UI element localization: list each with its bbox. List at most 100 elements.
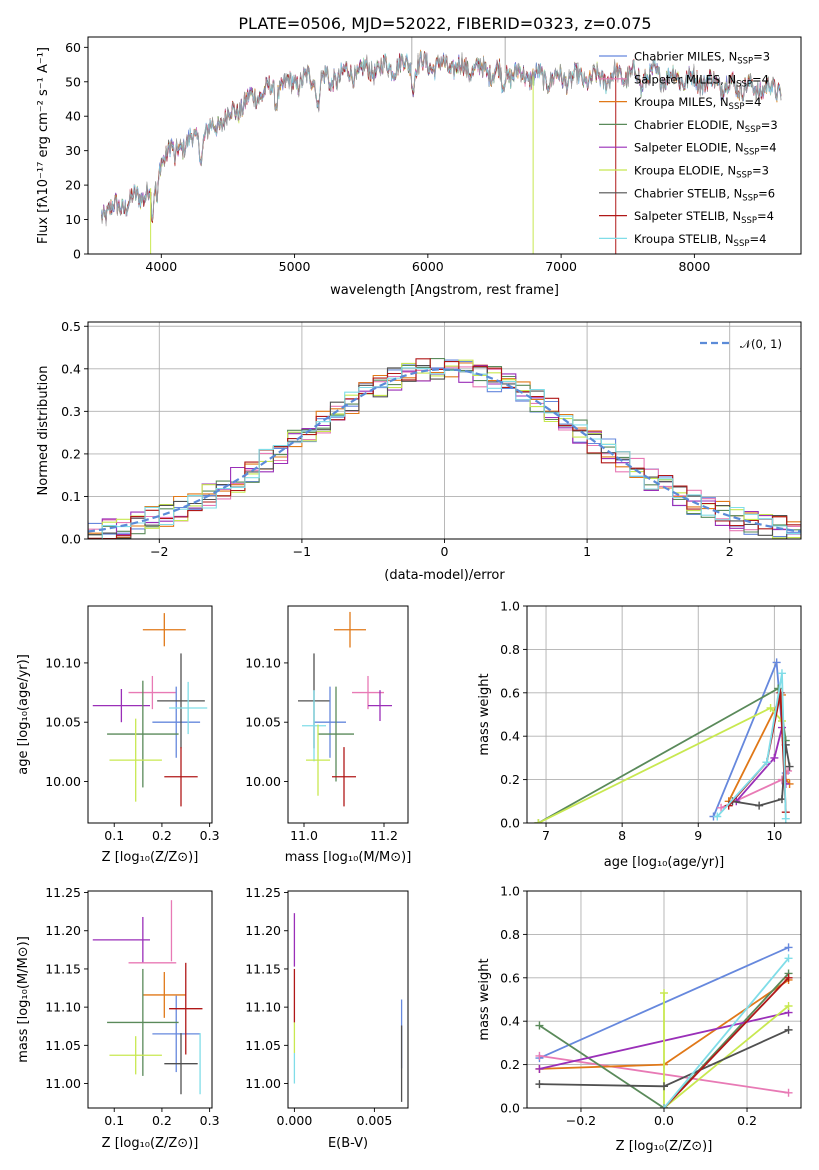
y-tick-label: 10.05 bbox=[45, 715, 81, 730]
axes-frame bbox=[87, 36, 802, 255]
y-tick-label: 50 bbox=[65, 74, 81, 89]
weight-marker-kroupa_elodie bbox=[660, 988, 668, 997]
plot-area-age_weight bbox=[527, 606, 801, 823]
weight-marker-salpeter_miles bbox=[717, 803, 726, 812]
x-tick-label: 4000 bbox=[145, 259, 177, 274]
weight-line-chabrier_elodie bbox=[539, 972, 790, 1108]
y-tick-label: 1.0 bbox=[500, 884, 520, 899]
legend-label: 𝒩(0, 1) bbox=[740, 337, 782, 351]
weight-marker-salpeter_elodie bbox=[770, 753, 779, 762]
weight-marker-kroupa_elodie bbox=[766, 703, 775, 712]
weight-marker-salpeter_elodie bbox=[535, 1064, 544, 1073]
weight-line-salpeter_stelib bbox=[663, 977, 790, 1108]
weight-line-kroupa_elodie bbox=[663, 993, 790, 1108]
x-tick-label: −2 bbox=[150, 544, 168, 559]
weight-marker-salpeter_stelib bbox=[784, 973, 793, 982]
x-tick-label: 11.2 bbox=[370, 828, 398, 843]
y-tick-label: 11.00 bbox=[245, 1076, 281, 1091]
y-axis-label: mass weight bbox=[477, 958, 492, 1040]
weight-line-kroupa_stelib bbox=[716, 673, 787, 819]
spectrum-data-line bbox=[101, 51, 782, 227]
y-tick-label: 0.2 bbox=[500, 1057, 520, 1072]
y-tick-label: 0.3 bbox=[61, 404, 81, 419]
legend: Chabrier MILES, NSSP=3 Salpeter MILES, NS… bbox=[599, 50, 778, 249]
legend-label: Chabrier STELIB, NSSP=6 bbox=[634, 186, 775, 203]
y-tick-label: 0.2 bbox=[61, 446, 81, 461]
weight-marker-chabrier_elodie bbox=[535, 1021, 544, 1030]
x-tick-label: 9 bbox=[694, 828, 702, 843]
y-tick-label: 11.05 bbox=[45, 1038, 81, 1053]
x-tick-label: 8 bbox=[618, 828, 626, 843]
y-axis-label: Normed distribution bbox=[36, 366, 51, 496]
figure-title: PLATE=0506, MJD=52022, FIBERID=0323, z=0… bbox=[238, 14, 651, 33]
y-tick-label: 11.20 bbox=[245, 923, 281, 938]
y-tick-label: 0.4 bbox=[61, 361, 81, 376]
x-tick-label: 0 bbox=[441, 544, 449, 559]
x-tick-label: 0.0 bbox=[654, 1113, 674, 1128]
legend-label: Salpeter MILES, NSSP=4 bbox=[634, 72, 769, 89]
y-tick-label: 0.8 bbox=[500, 927, 520, 942]
axes-Z_weight: −0.2 0.0 0.2 0.0 0.2 0.4 0.6 0.8 1.0 Z [log₁₀(Z/Z… bbox=[477, 884, 802, 1154]
x-tick-label: 7000 bbox=[545, 259, 577, 274]
x-tick-label: 8000 bbox=[678, 259, 710, 274]
y-tick-label: 0.6 bbox=[500, 685, 520, 700]
y-tick-label: 10.00 bbox=[245, 774, 281, 789]
x-tick-label: −0.2 bbox=[566, 1113, 596, 1128]
axes-frame bbox=[87, 321, 802, 540]
y-tick-label: 30 bbox=[65, 143, 81, 158]
y-tick-label: 0.4 bbox=[500, 729, 520, 744]
x-axis-label: mass [log₁₀(M/M⊙)] bbox=[285, 850, 412, 865]
x-axis-label: E(B-V) bbox=[328, 1136, 368, 1151]
y-tick-label: 0.0 bbox=[500, 816, 520, 831]
y-tick-label: 11.25 bbox=[45, 885, 81, 900]
axes-Z_age: 0.1 0.2 0.3 10.00 10.05 10.10 Z [log₁₀(Z/Z⊙)] a… bbox=[16, 605, 220, 865]
plot-area-spectrum bbox=[100, 37, 782, 254]
axes-mass_age: 11.0 11.2 10.00 10.05 10.10 mass [log₁₀(M/M⊙)… bbox=[245, 605, 412, 865]
axes-residuals: −2 −1 0 1 2 0.0 0.1 0.2 0.3 0.4 0.5 (data-model)/er… bbox=[36, 319, 802, 583]
x-tick-label: 5000 bbox=[279, 259, 311, 274]
y-tick-label: 11.15 bbox=[245, 961, 281, 976]
x-tick-label: 0.2 bbox=[152, 1113, 172, 1128]
x-tick-label: 0.1 bbox=[104, 828, 124, 843]
y-tick-label: 10.10 bbox=[245, 655, 281, 670]
axes-frame bbox=[287, 890, 409, 1109]
weight-marker-kroupa_stelib bbox=[781, 814, 790, 823]
weight-marker-salpeter_miles bbox=[784, 1088, 793, 1097]
y-axis-label: Flux [fλ10⁻¹⁷ erg cm⁻² s⁻¹ A⁻¹] bbox=[36, 47, 51, 244]
y-tick-label: 0.1 bbox=[61, 489, 81, 504]
y-tick-label: 0.0 bbox=[500, 1101, 520, 1116]
x-axis-label: Z [log₁₀(Z/Z⊙)] bbox=[102, 1136, 199, 1151]
axes-spectrum: 4000 5000 6000 7000 8000 0 10 20 30 40 50 60 wavelen… bbox=[36, 36, 802, 298]
x-tick-label: 0.1 bbox=[104, 1113, 124, 1128]
legend-label: Kroupa MILES, NSSP=4 bbox=[634, 95, 761, 112]
plot-area-Z_weight bbox=[527, 891, 801, 1108]
y-tick-label: 0.0 bbox=[61, 532, 81, 547]
legend-label: Chabrier ELODIE, NSSP=3 bbox=[634, 118, 778, 135]
axes-ebv_mass: 0.000 0.005 11.00 11.05 11.10 11.15 11.20 11.25… bbox=[245, 885, 409, 1151]
y-axis-label: age [log₁₀(age/yr)] bbox=[16, 654, 31, 775]
x-tick-label: 11.0 bbox=[290, 828, 318, 843]
y-axis-label: mass weight bbox=[477, 673, 492, 755]
axes-frame bbox=[87, 890, 213, 1109]
y-tick-label: 10 bbox=[65, 212, 81, 227]
x-tick-label: −1 bbox=[293, 544, 311, 559]
x-axis-label: Z [log₁₀(Z/Z⊙)] bbox=[102, 850, 199, 865]
x-tick-label: 0.3 bbox=[200, 1113, 220, 1128]
weight-marker-chabrier_stelib bbox=[660, 1082, 668, 1091]
plot-area-residuals bbox=[88, 322, 801, 539]
weight-marker-salpeter_miles bbox=[535, 1051, 544, 1060]
weight-marker-chabrier_miles bbox=[772, 658, 781, 667]
weight-line-kroupa_stelib bbox=[663, 957, 790, 1108]
normal-curve bbox=[88, 368, 801, 533]
y-tick-label: 0.5 bbox=[61, 319, 81, 334]
axes-frame bbox=[526, 890, 802, 1109]
x-tick-label: 0.2 bbox=[737, 1113, 757, 1128]
legend-label: Salpeter ELODIE, NSSP=4 bbox=[634, 141, 777, 158]
y-tick-label: 0.6 bbox=[500, 970, 520, 985]
y-axis-label: mass [log₁₀(M/M⊙)] bbox=[16, 936, 31, 1063]
y-tick-label: 11.05 bbox=[245, 1038, 281, 1053]
y-tick-label: 11.00 bbox=[45, 1076, 81, 1091]
weight-marker-chabrier_miles bbox=[784, 943, 793, 952]
plot-area-mass_age bbox=[298, 611, 392, 807]
